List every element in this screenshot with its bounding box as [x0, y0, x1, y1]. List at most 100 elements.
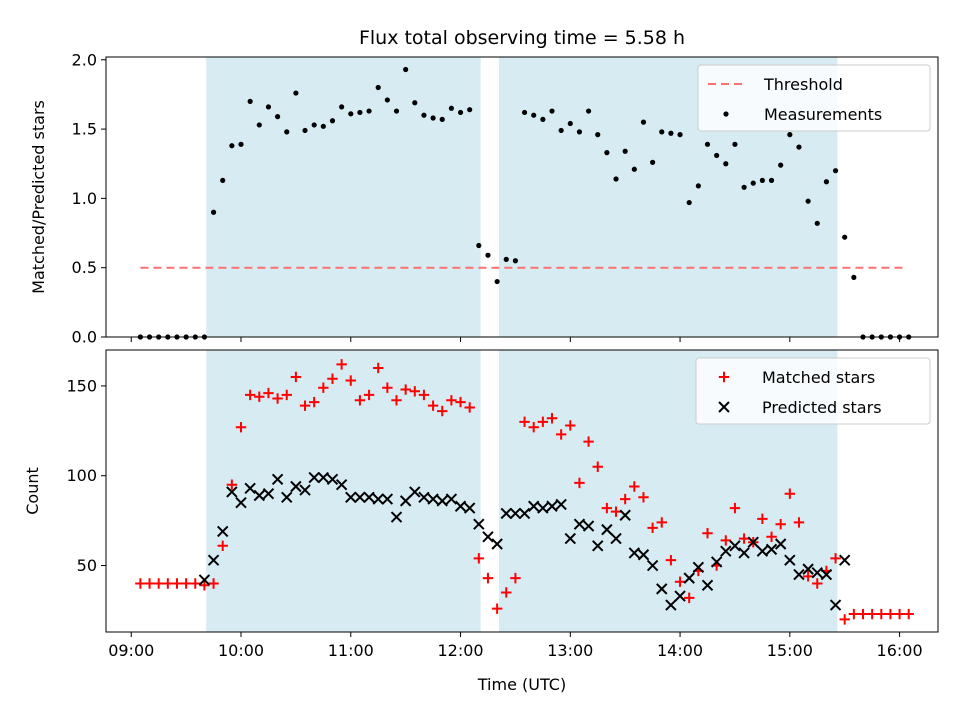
- data-point: [650, 159, 656, 165]
- legend: Matched stars Predicted stars: [695, 357, 931, 425]
- data-point: [573, 518, 586, 530]
- data-point: [720, 535, 731, 546]
- data-point: [686, 199, 692, 206]
- data-point: [393, 108, 400, 114]
- data-point: [741, 184, 747, 190]
- data-point: [738, 547, 750, 559]
- data-point: [592, 461, 603, 472]
- data-point: [802, 571, 814, 582]
- data-point: [335, 479, 348, 491]
- data-point: [180, 578, 192, 589]
- data-point: [299, 484, 311, 496]
- data-point: [546, 413, 558, 424]
- data-point: [558, 127, 564, 134]
- data-point: [244, 389, 256, 401]
- y-tick-label: 150: [66, 376, 97, 395]
- data-point: [647, 522, 658, 534]
- data-point: [857, 608, 869, 620]
- data-point: [894, 608, 905, 620]
- data-point: [226, 479, 238, 490]
- data-point: [229, 143, 235, 149]
- data-point: [290, 480, 302, 493]
- data-point: [796, 144, 802, 150]
- data-point: [384, 97, 390, 103]
- data-point: [765, 543, 778, 556]
- data-point: [774, 538, 787, 550]
- data-point: [595, 132, 601, 138]
- data-point: [299, 400, 311, 411]
- data-point: [308, 471, 320, 484]
- data-point: [390, 511, 403, 523]
- data-point: [832, 168, 839, 174]
- data-point: [756, 545, 769, 557]
- data-point: [732, 141, 738, 147]
- data-point: [604, 150, 610, 156]
- data-point: [135, 578, 146, 589]
- legend-label: Measurements: [764, 105, 882, 124]
- data-point: [317, 471, 330, 484]
- data-point: [784, 554, 796, 566]
- data-point: [446, 395, 457, 406]
- data-point: [674, 590, 686, 602]
- data-point: [439, 116, 445, 122]
- x-tick-label: 09:00: [108, 641, 154, 660]
- data-point: [574, 477, 585, 489]
- legend-box: [695, 357, 931, 425]
- data-point: [528, 500, 540, 512]
- data-point: [372, 493, 384, 505]
- data-point: [403, 66, 409, 73]
- data-point: [555, 429, 567, 440]
- data-point: [565, 420, 576, 431]
- data-point: [710, 556, 723, 568]
- data-point: [757, 513, 768, 525]
- data-point: [339, 104, 345, 110]
- data-point: [637, 549, 650, 561]
- y-tick-label: 1.5: [72, 120, 97, 139]
- data-point: [601, 502, 613, 514]
- data-point: [519, 416, 530, 428]
- x-tick-label: 12:00: [437, 641, 483, 660]
- x-tick-label: 13:00: [547, 641, 593, 660]
- data-point: [220, 177, 226, 183]
- data-point: [768, 177, 775, 183]
- data-point: [308, 396, 320, 408]
- data-point: [171, 578, 183, 589]
- data-point: [668, 130, 674, 136]
- data-point: [677, 132, 683, 138]
- data-point: [509, 507, 522, 520]
- data-point: [427, 493, 439, 505]
- data-point: [354, 395, 366, 406]
- data-point: [274, 114, 281, 120]
- data-point: [217, 540, 228, 551]
- y-axis-label: Count: [23, 467, 42, 515]
- data-point: [583, 436, 594, 447]
- data-point: [518, 507, 531, 520]
- data-point: [701, 579, 714, 592]
- data-point: [549, 108, 555, 114]
- data-point: [537, 416, 549, 428]
- data-point: [199, 580, 210, 591]
- data-point: [436, 495, 448, 507]
- x-tick-label: 11:00: [328, 641, 374, 660]
- data-point: [271, 473, 284, 486]
- x-tick-label: 14:00: [657, 641, 703, 660]
- data-point: [531, 112, 537, 118]
- data-point: [903, 608, 914, 620]
- data-point: [473, 518, 485, 530]
- legend-marker: [718, 401, 730, 413]
- data-point: [876, 608, 887, 620]
- data-point: [326, 473, 339, 486]
- data-point: [464, 402, 475, 413]
- data-point: [235, 496, 247, 509]
- data-point: [802, 563, 814, 575]
- data-point: [501, 587, 512, 598]
- data-point: [263, 387, 274, 399]
- x-tick-label: 10:00: [218, 641, 264, 660]
- data-point: [851, 274, 857, 280]
- legend-box: [697, 64, 931, 132]
- data-point: [265, 104, 272, 110]
- data-point: [418, 389, 430, 401]
- data-point: [665, 599, 677, 611]
- data-point: [448, 105, 454, 111]
- legend-label: Predicted stars: [762, 398, 882, 417]
